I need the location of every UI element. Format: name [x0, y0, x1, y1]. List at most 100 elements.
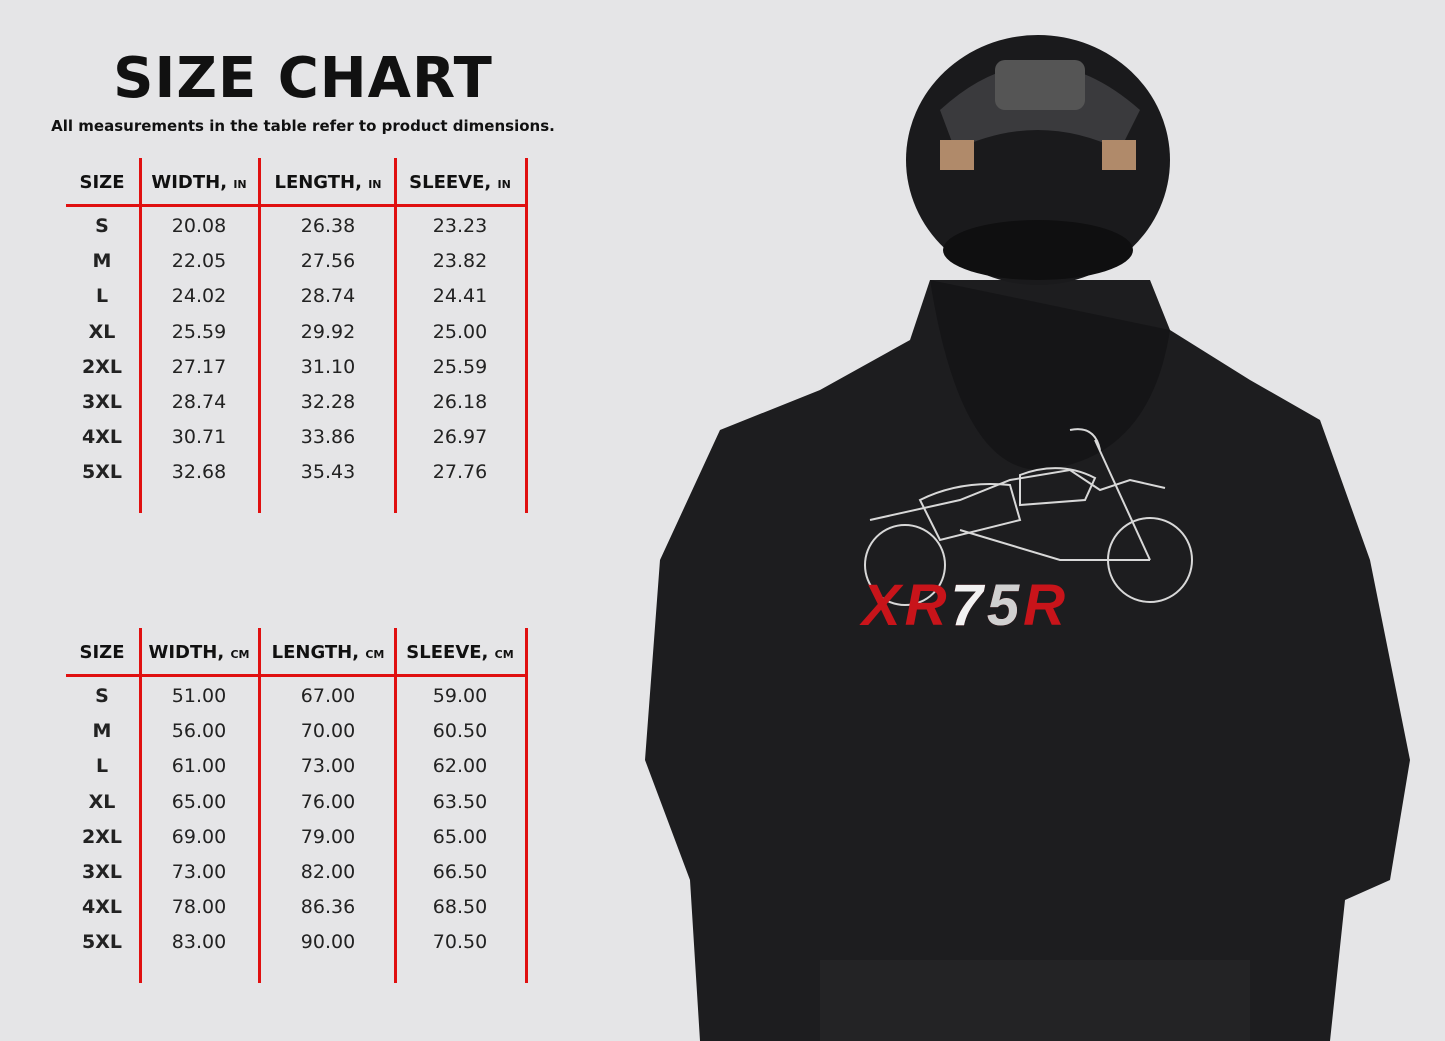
column-header: SLEEVE, IN: [395, 172, 525, 193]
column-divider: [525, 158, 528, 513]
column-header-label: SIZE: [79, 172, 125, 193]
column-divider: [139, 628, 142, 983]
size-label: 4XL: [82, 426, 122, 449]
measurement-cell: 35.43: [300, 461, 356, 484]
measurement-cell: 25.59: [432, 355, 488, 378]
header-underline: [66, 204, 528, 207]
measurement-cell: 32.68: [171, 461, 227, 484]
column-header-unit: CM: [365, 648, 385, 661]
helmet-graphic: [906, 35, 1170, 285]
measurement-cell: 61.00: [171, 755, 227, 778]
measurement-cell: 24.02: [171, 285, 227, 308]
header-underline: [66, 674, 528, 677]
column-header-label: LENGTH,: [271, 642, 360, 663]
measurement-cell: 30.71: [171, 426, 227, 449]
column-header: WIDTH, IN: [141, 172, 257, 193]
measurement-cell: 83.00: [171, 931, 227, 954]
measurement-cell: 26.18: [432, 391, 488, 413]
column-divider: [394, 628, 397, 983]
measurement-cell: 33.86: [300, 426, 356, 449]
column-header-unit: IN: [233, 178, 247, 191]
column-header-label: LENGTH,: [274, 172, 362, 193]
measurement-cell: 60.50: [432, 720, 488, 743]
size-label: L: [95, 285, 109, 308]
measurement-cell: 62.00: [432, 755, 488, 778]
measurement-cell: 69.00: [171, 825, 227, 848]
column-header: SLEEVE, CM: [395, 642, 525, 663]
measurement-cell: 27.56: [300, 250, 356, 273]
product-photo-hoodie-back: XR75R XR75R: [645, 35, 1410, 1041]
measurement-cell: 26.97: [432, 426, 488, 449]
measurement-cell: 65.00: [171, 790, 227, 813]
page-subtitle: All measurements in the table refer to p…: [51, 117, 555, 135]
measurement-cell: 27.76: [432, 461, 488, 484]
measurement-cell: 51.00: [171, 685, 227, 707]
measurement-cell: 70.00: [300, 720, 356, 743]
measurement-cell: 29.92: [300, 320, 356, 343]
column-header-label: WIDTH,: [148, 642, 225, 663]
column-divider: [258, 158, 261, 513]
size-table-cm: SIZE WIDTH, CM LENGTH, CM SLEEVE, CM S 51.00…: [66, 628, 528, 983]
size-label: 5XL: [82, 461, 122, 484]
column-header: WIDTH, CM: [141, 642, 257, 663]
measurement-cell: 63.50: [432, 790, 488, 813]
size-label: XL: [88, 790, 116, 813]
size-label: L: [95, 755, 109, 778]
size-label: S: [95, 215, 109, 237]
column-header-label: SIZE: [79, 642, 125, 663]
column-header: LENGTH, CM: [261, 642, 395, 663]
size-table-inches: SIZE WIDTH, IN LENGTH, IN SLEEVE, IN S 20.08…: [66, 158, 528, 513]
size-label: M: [92, 720, 112, 743]
measurement-cell: 68.50: [432, 896, 488, 919]
size-label: 4XL: [82, 896, 122, 919]
column-header: SIZE: [65, 172, 139, 193]
column-header-unit: IN: [497, 178, 511, 191]
measurement-cell: 66.50: [432, 861, 488, 883]
size-label: 5XL: [82, 931, 122, 954]
column-divider: [139, 158, 142, 513]
hoodie-print-highlight: XR75R: [859, 573, 1069, 638]
measurement-cell: 31.10: [300, 355, 356, 378]
measurement-cell: 25.59: [171, 320, 227, 343]
measurement-cell: 73.00: [300, 755, 356, 778]
measurement-cell: 23.82: [432, 250, 488, 273]
measurement-cell: 22.05: [171, 250, 227, 273]
column-divider: [394, 158, 397, 513]
size-label: S: [95, 685, 109, 707]
motorcycle-line-art: [864, 428, 1193, 606]
size-label: XL: [88, 320, 116, 343]
measurement-cell: 32.28: [300, 391, 356, 413]
column-header: SIZE: [65, 642, 139, 663]
column-header: LENGTH, IN: [261, 172, 395, 193]
measurement-cell: 76.00: [300, 790, 356, 813]
measurement-cell: 56.00: [171, 720, 227, 743]
measurement-cell: 28.74: [171, 391, 227, 413]
measurement-cell: 65.00: [432, 825, 488, 848]
measurement-cell: 86.36: [300, 896, 356, 919]
measurement-cell: 27.17: [171, 355, 227, 378]
size-label: M: [92, 250, 112, 273]
column-header-label: SLEEVE,: [409, 172, 492, 193]
measurement-cell: 67.00: [300, 685, 356, 707]
measurement-cell: 73.00: [171, 861, 227, 883]
column-header-unit: IN: [368, 178, 382, 191]
size-label: 3XL: [82, 391, 122, 413]
column-divider: [525, 628, 528, 983]
measurement-cell: 25.00: [432, 320, 488, 343]
measurement-cell: 79.00: [300, 825, 356, 848]
measurement-cell: 70.50: [432, 931, 488, 954]
measurement-cell: 26.38: [300, 215, 356, 237]
measurement-cell: 20.08: [171, 215, 227, 237]
column-divider: [258, 628, 261, 983]
measurement-cell: 24.41: [432, 285, 488, 308]
size-label: 2XL: [82, 355, 122, 378]
measurement-cell: 23.23: [432, 215, 488, 237]
column-header-unit: CM: [494, 648, 514, 661]
measurement-cell: 78.00: [171, 896, 227, 919]
size-label: 2XL: [82, 825, 122, 848]
measurement-cell: 59.00: [432, 685, 488, 707]
measurement-cell: 90.00: [300, 931, 356, 954]
column-header-label: SLEEVE,: [406, 642, 489, 663]
column-header-label: WIDTH,: [151, 172, 228, 193]
size-label: 3XL: [82, 861, 122, 883]
